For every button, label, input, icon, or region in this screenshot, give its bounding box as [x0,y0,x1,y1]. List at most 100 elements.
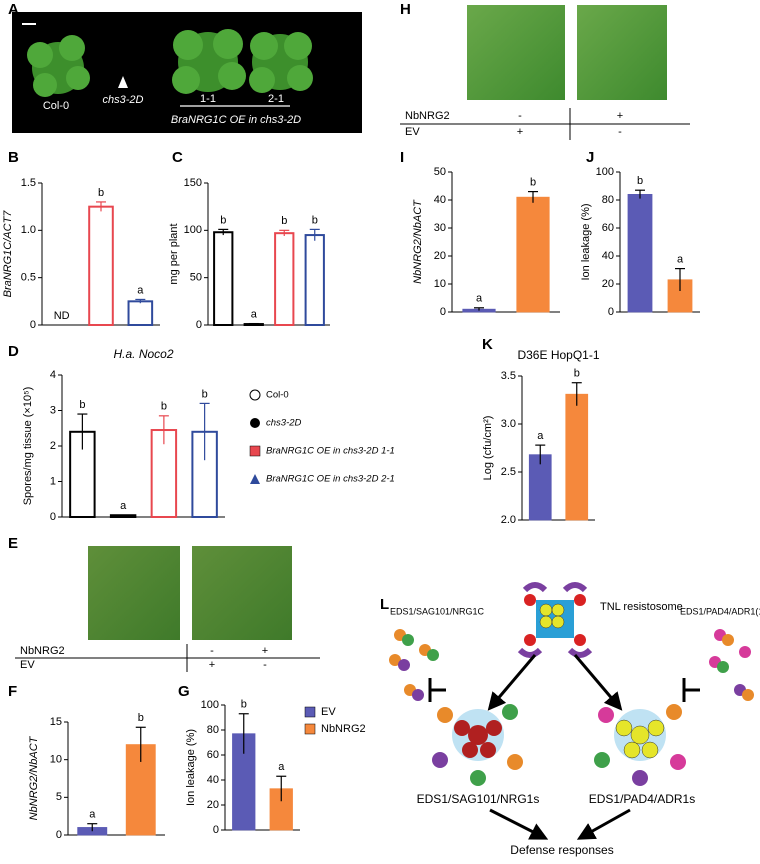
bar [516,196,550,313]
y-tick-label: 0 [50,511,56,523]
significance-letter: b [241,699,247,711]
row-label: NbNRG2 [20,645,65,657]
legend-marker [249,445,261,457]
y-axis-label: Log (cfu/cm²) [482,416,494,481]
leaf-photo [192,546,292,640]
panel-label: K [482,336,493,353]
y-tick-label: 150 [184,177,202,189]
significance-letter: b [281,215,287,227]
y-tick-label: 3.0 [501,418,516,430]
y-axis-label: NbNRG2/NbACT [28,735,40,820]
significance-letter: b [312,214,318,226]
y-tick-label: 80 [207,724,219,736]
y-tick-label: 15 [50,716,62,728]
y-axis-label: Ion leakage (%) [580,203,592,280]
panel-label: B [8,149,19,166]
y-tick-label: 100 [201,699,219,711]
y-tick-label: 3 [50,404,56,416]
cell: + [517,126,523,138]
y-axis-label: mg per plant [168,223,180,284]
significance-letter: b [161,401,167,413]
diagram-label: Defense responses [510,843,613,857]
legend-marker [250,474,260,484]
photo-label: chs3-2D [103,94,144,106]
y-tick-label: 2.0 [501,514,516,526]
y-tick-label: 0 [440,306,446,318]
significance-letter: a [120,500,127,512]
panel-label: G [178,683,190,700]
diagram-label: EDS1/PAD4/ADR1(1C) [680,606,760,616]
panel-label: C [172,149,183,166]
resistosome [517,582,593,658]
y-tick-label: 20 [207,799,219,811]
legend-label: Col-0 [266,390,289,401]
bar [304,234,325,326]
bar [213,231,234,326]
y-tick-label: 0 [213,824,219,836]
row-label: NbNRG2 [405,110,450,122]
significance-letter: a [137,284,144,296]
complex-left [432,704,523,786]
cell: + [209,659,215,671]
significance-letter: a [89,809,96,821]
diagram-l: L TNL resistosome EDS1/SAG101/NRG1C EDS1… [380,582,760,857]
arrow [573,654,623,711]
bar [274,232,295,327]
significance-letter: a [476,293,483,305]
panel-label: J [586,149,594,166]
cell: + [262,645,268,657]
significance-letter: a [677,254,684,266]
significance-letter: b [530,177,536,189]
y-tick-label: 40 [207,774,219,786]
arrowhead [118,76,128,88]
significance-letter: b [138,712,144,724]
diagram-label: EDS1/SAG101/NRG1s [417,792,540,806]
arrow [487,654,537,711]
leaf-photo [577,5,667,100]
bar [627,193,653,313]
y-tick-label: 100 [184,224,202,236]
y-tick-label: 0 [608,306,614,318]
chart-title: H.a. Noco2 [113,347,173,361]
significance-letter: a [251,308,258,320]
y-tick-label: 100 [596,166,614,178]
treatment-table [15,644,320,672]
y-tick-label: 3.5 [501,370,516,382]
significance-letter: b [637,175,643,187]
panel-label: L [380,596,389,613]
y-tick-label: 0 [196,319,202,331]
photo-a [12,12,362,133]
significance-letter: a [537,430,544,442]
legend-label: EV [321,706,336,718]
legend-marker [304,723,316,735]
y-tick-label: 30 [434,222,446,234]
significance-letter: b [220,214,226,226]
y-tick-label: 1.0 [21,224,36,236]
y-axis-label: BraNRG1C/ACT7 [2,210,14,298]
y-tick-label: 60 [207,749,219,761]
complex-right [594,704,686,786]
arrow [489,808,549,840]
y-tick-label: 50 [190,272,202,284]
panel-label: I [400,149,404,166]
y-tick-label: 4 [50,369,56,381]
leaf-photo [88,546,180,640]
free-complexes [389,629,754,701]
y-axis-label: Spores/mg tissue (×10⁵) [22,387,34,506]
rosettes [27,29,313,97]
cell: - [263,659,267,671]
y-tick-label: 10 [434,278,446,290]
panel-label: E [8,535,18,552]
row-label: EV [20,659,35,671]
y-tick-label: 60 [602,222,614,234]
legend-label: chs3-2D [266,418,302,429]
y-tick-label: 20 [602,278,614,290]
y-tick-label: 0.5 [21,272,36,284]
arrow [576,808,631,840]
leaf-photo [467,5,565,100]
cell: - [210,645,214,657]
y-tick-label: 5 [56,791,62,803]
diagram-label: EDS1/PAD4/ADR1s [589,792,695,806]
y-tick-label: 1 [50,475,56,487]
